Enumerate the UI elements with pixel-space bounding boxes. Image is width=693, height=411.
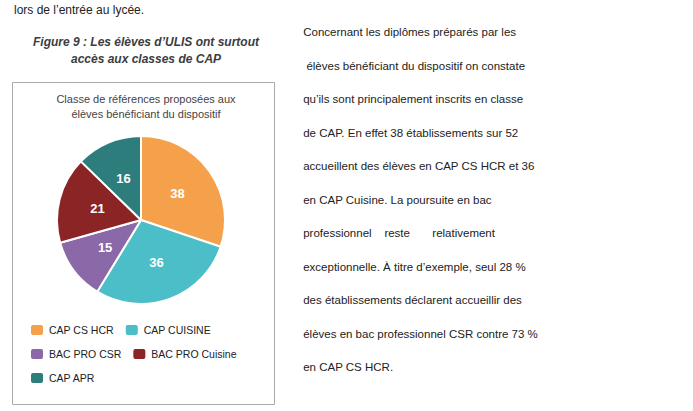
svg-text:qu’ils sont principalement ins: qu’ils sont principalement inscrits en c… [300, 93, 523, 105]
svg-text:accès aux classes de CAP: accès aux classes de CAP [71, 52, 222, 66]
svg-text:BAC PRO Cuisine: BAC PRO Cuisine [151, 348, 236, 360]
svg-text:élèves bénéficiant du disposit: élèves bénéficiant du dispositif [71, 108, 221, 120]
svg-text:CAP CS HCR: CAP CS HCR [49, 324, 114, 336]
svg-text:Classe de références proposées: Classe de références proposées aux [56, 93, 236, 105]
svg-text:16: 16 [116, 171, 130, 186]
svg-text:des établissements déclarent a: des établissements déclarent accueillir … [300, 294, 522, 306]
svg-text:en CAP Cuisine. La poursuite e: en CAP Cuisine. La poursuite en bac [300, 194, 492, 206]
svg-text:36: 36 [149, 255, 163, 270]
svg-text:15: 15 [98, 240, 112, 255]
svg-text:exceptionnelle. À titre d’exem: exceptionnelle. À titre d’exemple, seul … [300, 261, 526, 273]
svg-text:Concernant les diplômes prépar: Concernant les diplômes préparés par les [300, 26, 516, 38]
svg-text:de CAP. En effet 38 établissem: de CAP. En effet 38 établissements sur 5… [300, 127, 518, 139]
svg-text:élèves bénéficiant du disposit: élèves bénéficiant du dispositif on cons… [300, 60, 525, 72]
svg-text:CAP APR: CAP APR [49, 372, 95, 384]
svg-text:38: 38 [170, 186, 184, 201]
svg-text:professionnel reste r: professionnel reste relativement [300, 227, 496, 239]
svg-text:Figure 9 : Les élèves d’ULIS o: Figure 9 : Les élèves d’ULIS ont surtout [33, 35, 260, 49]
svg-text:21: 21 [90, 201, 104, 216]
svg-text:lors de l’entrée au lycée.: lors de l’entrée au lycée. [14, 3, 144, 17]
svg-text:accueillent des élèves en CAP: accueillent des élèves en CAP CS HCR et … [300, 160, 534, 172]
svg-text:CAP CUISINE: CAP CUISINE [144, 324, 211, 336]
svg-text:en CAP CS HCR.: en CAP CS HCR. [300, 361, 393, 373]
svg-text:BAC PRO CSR: BAC PRO CSR [49, 348, 122, 360]
svg-text:élèves en bac professionnel CS: élèves en bac professionnel CSR contre 7… [300, 328, 538, 340]
